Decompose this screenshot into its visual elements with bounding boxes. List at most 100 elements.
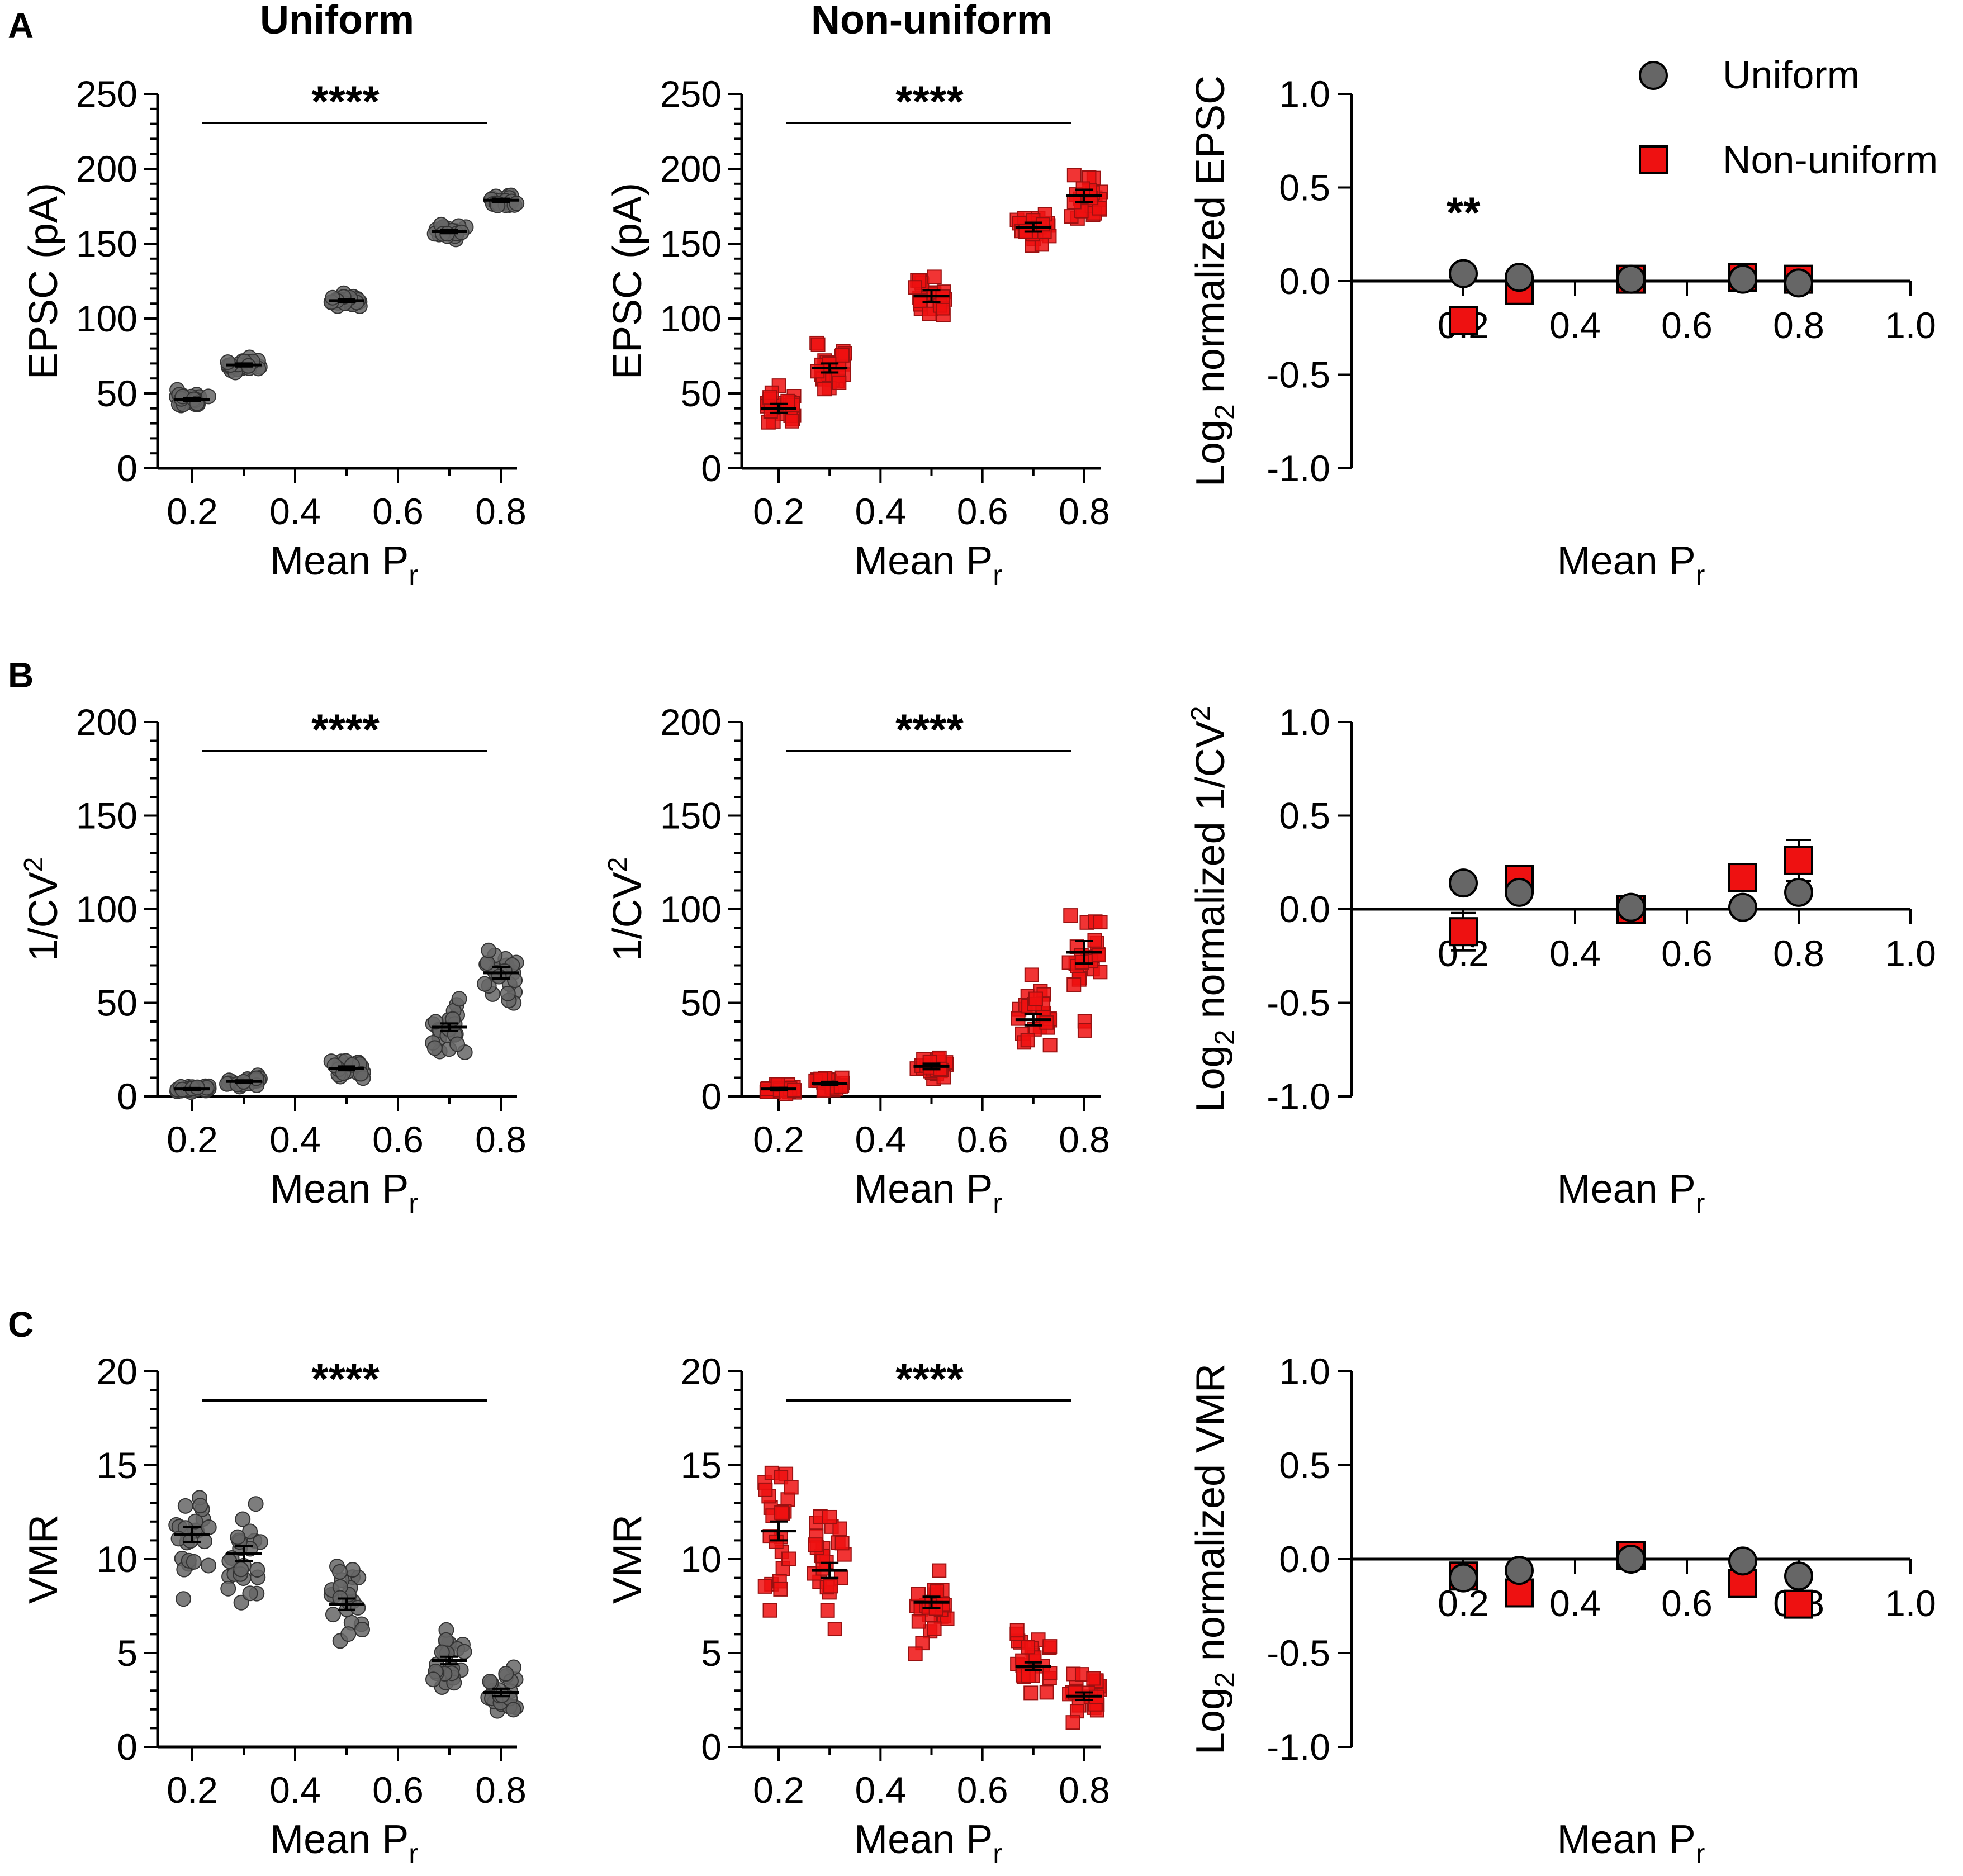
x-tick-label: 0.2 xyxy=(753,1119,804,1160)
significance-marker: **** xyxy=(895,1354,964,1403)
chart-A-uniform: 0 50 100 150 200 250 0.2 0.4 0.6 0.8 Mean Pr EPSC (… xyxy=(21,73,527,591)
y-tick-label: 100 xyxy=(660,889,722,930)
x-axis-label: Mean Pr xyxy=(1557,539,1705,591)
y-tick-label: 0.5 xyxy=(1279,1445,1330,1486)
data-point xyxy=(1042,1666,1058,1681)
y-tick-label: -0.5 xyxy=(1267,1632,1330,1674)
y-tick-label: 250 xyxy=(76,73,137,115)
x-axis-label: Mean Pr xyxy=(270,1817,418,1869)
data-point xyxy=(810,364,825,379)
data-point xyxy=(1074,955,1089,970)
data-point xyxy=(827,1622,842,1637)
chart-C-uniform: 0 5 10 15 20 0.2 0.4 0.6 0.8 Mean Pr VMR **** xyxy=(21,1351,527,1869)
x-tick-label: 0.8 xyxy=(1059,491,1110,532)
y-tick-label: 50 xyxy=(681,373,722,414)
x-tick-label: 0.2 xyxy=(167,491,218,532)
data-point xyxy=(1009,1623,1025,1638)
y-tick-label: 0.0 xyxy=(1279,1538,1330,1580)
data-point xyxy=(233,1561,249,1578)
data-point xyxy=(498,1666,514,1682)
y-tick-label: 10 xyxy=(681,1538,722,1580)
x-tick-label: 1.0 xyxy=(1885,305,1936,346)
data-point xyxy=(781,1551,796,1566)
y-tick-label: -1.0 xyxy=(1267,1726,1330,1768)
nonuniform-point xyxy=(1784,1589,1813,1619)
nonuniform-point xyxy=(1449,306,1478,335)
data-point xyxy=(505,1702,521,1718)
data-point xyxy=(908,280,923,295)
chart-B-nonuniform: 0 50 100 150 200 0.2 0.4 0.6 0.8 Mean Pr 1/CV2 **** xyxy=(603,701,1110,1219)
data-point xyxy=(481,942,497,958)
data-point xyxy=(353,1066,369,1082)
uniform-point xyxy=(1616,1545,1646,1574)
significance-marker: **** xyxy=(895,705,964,754)
data-point xyxy=(220,354,236,371)
data-point xyxy=(177,1498,193,1514)
data-point xyxy=(908,1646,923,1661)
x-tick-label: 0.4 xyxy=(855,1119,906,1160)
data-point xyxy=(834,348,850,363)
chart-B-uniform: 0 50 100 150 200 0.2 0.4 0.6 0.8 Mean Pr 1/CV2 **** xyxy=(19,701,527,1219)
data-point xyxy=(331,1564,348,1580)
y-tick-label: 0 xyxy=(701,448,722,489)
data-point xyxy=(451,991,467,1007)
x-axis-label: Mean Pr xyxy=(854,1167,1002,1219)
data-point xyxy=(449,1036,466,1052)
x-tick-label: 0.4 xyxy=(1549,305,1601,346)
data-point xyxy=(201,1557,217,1574)
data-point xyxy=(1028,991,1043,1006)
data-point xyxy=(832,375,847,390)
data-point xyxy=(1042,1639,1058,1654)
data-point xyxy=(340,1626,357,1642)
y-tick-label: 200 xyxy=(76,701,137,743)
x-tick-label: 0.4 xyxy=(1549,1583,1601,1624)
y-tick-label: 150 xyxy=(660,795,722,837)
y-axis-label: Log2 normalized VMR xyxy=(1188,1364,1240,1755)
nonuniform-point xyxy=(1449,917,1478,947)
y-tick-label: 0 xyxy=(701,1076,722,1117)
data-point xyxy=(773,1581,788,1597)
uniform-point xyxy=(1449,259,1478,288)
data-point xyxy=(1066,977,1082,992)
y-tick-label: 20 xyxy=(97,1351,137,1392)
x-axis-label: Mean Pr xyxy=(270,539,418,591)
x-tick-label: 0.6 xyxy=(957,1119,1008,1160)
legend: Uniform Non-uniform xyxy=(1639,53,1938,182)
data-point xyxy=(201,1519,217,1535)
x-tick-label: 0.8 xyxy=(1773,305,1824,346)
data-point xyxy=(769,1534,784,1549)
data-point xyxy=(927,269,942,284)
data-point xyxy=(817,382,832,397)
x-axis-label: Mean Pr xyxy=(1557,1167,1705,1219)
data-point xyxy=(1042,1038,1058,1053)
y-axis-label: 1/CV2 xyxy=(603,857,650,962)
y-tick-label: 1.0 xyxy=(1279,701,1330,743)
x-tick-label: 0.6 xyxy=(957,1769,1008,1811)
data-point xyxy=(350,1599,366,1616)
data-point xyxy=(1093,915,1108,930)
y-tick-label: 100 xyxy=(76,889,137,930)
y-tick-label: 15 xyxy=(681,1445,722,1486)
y-tick-label: -1.0 xyxy=(1267,448,1330,489)
data-point xyxy=(758,1482,773,1497)
data-point xyxy=(1039,1015,1054,1030)
y-tick-label: 0.5 xyxy=(1279,167,1330,208)
x-tick-label: 0.8 xyxy=(1059,1119,1110,1160)
column-title-nonuniform: Non-uniform xyxy=(811,0,1052,42)
y-axis-label: EPSC (pA) xyxy=(21,183,66,379)
y-tick-label: 0 xyxy=(117,448,137,489)
data-point xyxy=(186,1554,202,1570)
uniform-point xyxy=(1505,1556,1534,1585)
uniform-point xyxy=(1616,892,1646,922)
y-tick-label: 0 xyxy=(117,1076,137,1117)
y-tick-label: 250 xyxy=(660,73,722,115)
x-tick-label: 0.6 xyxy=(1661,1583,1713,1624)
data-point xyxy=(248,1496,264,1512)
x-tick-label: 0.6 xyxy=(1661,933,1713,974)
y-axis-label: Log2 normalized 1/CV2 xyxy=(1186,706,1240,1113)
y-tick-label: 100 xyxy=(660,298,722,339)
legend-nonuniform-marker xyxy=(1639,145,1668,174)
x-tick-label: 0.6 xyxy=(372,1119,424,1160)
data-point xyxy=(784,414,799,429)
